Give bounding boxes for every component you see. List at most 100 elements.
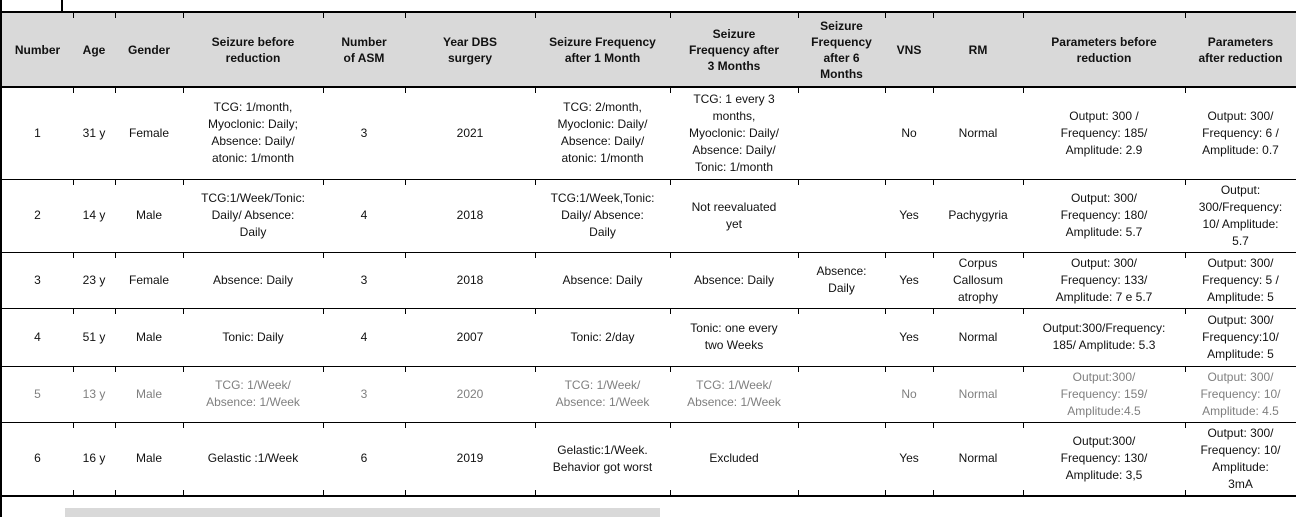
cell-gender: Male: [115, 179, 183, 252]
column-header-vns: VNS: [885, 12, 933, 87]
cell-params-before: Output:300/ Frequency: 130/ Amplitude: 3…: [1023, 422, 1185, 496]
cell-number: 1: [34, 125, 41, 140]
cell-year: 2021: [405, 87, 535, 179]
cell-freq-6m: [798, 87, 885, 179]
cell-rm: Normal: [933, 366, 1023, 422]
cell-seizure-before: Gelastic :1/Week: [183, 422, 323, 496]
cell-number: 3: [34, 272, 41, 287]
cell-freq-1m: Tonic: 2/day: [535, 308, 670, 366]
column-header-seizure-frequency-6-months: Seizure Frequency after 6 Months: [798, 12, 885, 87]
cell-vns: Yes: [885, 252, 933, 308]
cell-freq-6m: [798, 366, 885, 422]
cell-seizure-before: Tonic: Daily: [183, 308, 323, 366]
cell-seizure-before: TCG: 1/Week/ Absence: 1/Week: [183, 366, 323, 422]
cell-params-before: Output:300/ Frequency: 159/ Amplitude:4.…: [1023, 366, 1185, 422]
patients-table: Number Age Gender Seizure before reducti…: [2, 11, 1296, 497]
cell-freq-6m: [798, 308, 885, 366]
header-row: Number Age Gender Seizure before reducti…: [2, 12, 1296, 87]
cell-age: 51 y: [73, 308, 115, 366]
cell-params-after: Output: 300/ Frequency: 10/ Amplitude: 4…: [1185, 366, 1296, 422]
cell-freq-6m: Absence: Daily: [798, 252, 885, 308]
cell-params-after: Output: 300/ Frequency:10/ Amplitude: 5: [1185, 308, 1296, 366]
table-row-patient-3: 3 23 y Female Absence: Daily 3 2018 Abse…: [2, 252, 1296, 308]
cell-freq-1m: Gelastic:1/Week. Behavior got worst: [535, 422, 670, 496]
cell-rm: Normal: [933, 87, 1023, 179]
table-row-patient-5: 5 13 y Male TCG: 1/Week/ Absence: 1/Week…: [2, 366, 1296, 422]
cell-age: 16 y: [73, 422, 115, 496]
cell-rm: Normal: [933, 422, 1023, 496]
cell-asm: 4: [323, 308, 405, 366]
cell-gender: Male: [115, 422, 183, 496]
cell-seizure-before: Absence: Daily: [183, 252, 323, 308]
table-header: Number Age Gender Seizure before reducti…: [2, 12, 1296, 87]
table-row-patient-1: 1 31 y Female TCG: 1/month, Myoclonic: D…: [2, 87, 1296, 179]
cell-params-after: Output: 300/ Frequency: 6 / Amplitude: 0…: [1185, 87, 1296, 179]
cell-params-before: Output: 300/ Frequency: 133/ Amplitude: …: [1023, 252, 1185, 308]
cell-asm: 6: [323, 422, 405, 496]
cell-freq-1m: TCG: 2/month, Myoclonic: Daily/ Absence:…: [535, 87, 670, 179]
cell-asm: 3: [323, 87, 405, 179]
cell-gender: Female: [115, 252, 183, 308]
cell-seizure-before: TCG: 1/month, Myoclonic: Daily; Absence:…: [183, 87, 323, 179]
cell-year: 2020: [405, 366, 535, 422]
cell-freq-3m: TCG: 1 every 3 months, Myoclonic: Daily/…: [670, 87, 798, 179]
cell-rm: Corpus Callosum atrophy: [933, 252, 1023, 308]
cell-vns: No: [885, 366, 933, 422]
cell-number: 6: [34, 451, 41, 465]
cell-params-after: Output: 300/Frequency: 10/ Amplitude: 5.…: [1185, 179, 1296, 252]
cell-age: 31 y: [73, 87, 115, 179]
partial-next-row-shading: [65, 508, 660, 517]
cell-params-before: Output: 300 / Frequency: 185/ Amplitude:…: [1023, 87, 1185, 179]
cell-freq-1m: Absence: Daily: [535, 252, 670, 308]
top-edge-artifact-line: [61, 0, 63, 11]
cell-number: 5: [34, 386, 41, 401]
cell-gender: Male: [115, 366, 183, 422]
cell-freq-3m: Tonic: one every two Weeks: [670, 308, 798, 366]
cell-params-after: Output: 300/ Frequency: 10/ Amplitude: 3…: [1185, 422, 1296, 496]
cell-age: 23 y: [73, 252, 115, 308]
cell-gender: Female: [115, 87, 183, 179]
column-header-gender: Gender: [115, 12, 183, 87]
column-header-rm: RM: [933, 12, 1023, 87]
cell-params-after: Output: 300/ Frequency: 5 / Amplitude: 5: [1185, 252, 1296, 308]
cell-year: 2019: [405, 422, 535, 496]
cell-params-before: Output: 300/ Frequency: 180/ Amplitude: …: [1023, 179, 1185, 252]
cell-asm: 3: [323, 252, 405, 308]
column-header-number-of-asm: Number of ASM: [323, 12, 405, 87]
cell-vns: Yes: [885, 422, 933, 496]
cell-params-before: Output:300/Frequency: 185/ Amplitude: 5.…: [1023, 308, 1185, 366]
cell-year: 2018: [405, 252, 535, 308]
cell-freq-1m: TCG:1/Week,Tonic: Daily/ Absence: Daily: [535, 179, 670, 252]
column-header-year-dbs-surgery: Year DBS surgery: [405, 12, 535, 87]
table-left-border: [0, 0, 2, 517]
cell-vns: No: [885, 87, 933, 179]
cell-asm: 3: [323, 366, 405, 422]
table-row-patient-4: 4 51 y Male Tonic: Daily 4 2007 Tonic: 2…: [2, 308, 1296, 366]
table-body: 1 31 y Female TCG: 1/month, Myoclonic: D…: [2, 87, 1296, 496]
cell-year: 2007: [405, 308, 535, 366]
cell-freq-3m: Not reevaluated yet: [670, 179, 798, 252]
table-row-patient-2: 2 14 y Male TCG:1/Week/Tonic: Daily/ Abs…: [2, 179, 1296, 252]
cell-freq-6m: [798, 422, 885, 496]
cell-freq-3m: Absence: Daily: [670, 252, 798, 308]
cell-seizure-before: TCG:1/Week/Tonic: Daily/ Absence: Daily: [183, 179, 323, 252]
cell-year: 2018: [405, 179, 535, 252]
column-header-parameters-after-reduction: Parameters after reduction: [1185, 12, 1296, 87]
cell-rm: Normal: [933, 308, 1023, 366]
cell-asm: 4: [323, 179, 405, 252]
cell-age: 14 y: [73, 179, 115, 252]
cell-age: 13 y: [73, 366, 115, 422]
cell-rm: Pachygyria: [933, 179, 1023, 252]
column-header-number: Number: [2, 12, 73, 87]
cell-gender: Male: [115, 308, 183, 366]
cell-freq-1m: TCG: 1/Week/ Absence: 1/Week: [535, 366, 670, 422]
cell-freq-3m: Excluded: [670, 422, 798, 496]
column-header-seizure-frequency-3-months: Seizure Frequency after 3 Months: [670, 12, 798, 87]
cell-number: 4: [34, 329, 41, 344]
column-header-parameters-before-reduction: Parameters before reduction: [1023, 12, 1185, 87]
column-header-seizure-before-reduction: Seizure before reduction: [183, 12, 323, 87]
cell-freq-3m: TCG: 1/Week/ Absence: 1/Week: [670, 366, 798, 422]
column-header-age: Age: [73, 12, 115, 87]
column-header-seizure-frequency-1-month: Seizure Frequency after 1 Month: [535, 12, 670, 87]
